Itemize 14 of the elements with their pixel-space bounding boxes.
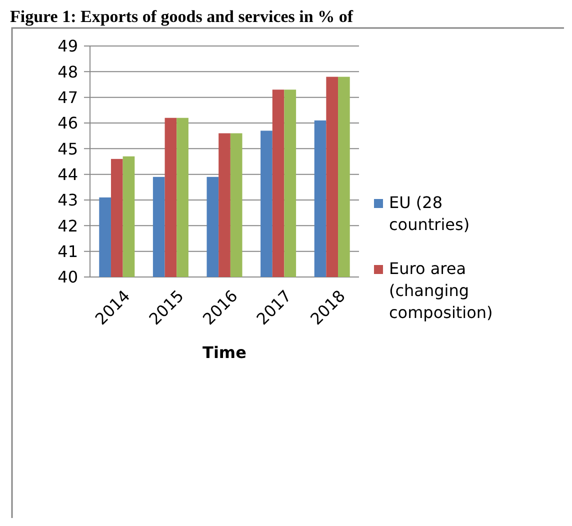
legend-label: EU (28 countries)	[389, 193, 470, 234]
y-tick-label: 40	[58, 268, 78, 287]
y-tick-label: 41	[58, 242, 78, 261]
y-tick-label: 48	[58, 62, 78, 82]
legend-label: Euro area (changing composition)	[389, 259, 493, 322]
y-tick-label: 46	[58, 114, 78, 133]
x-axis-title: Time	[202, 343, 247, 362]
y-tick-label: 49	[58, 36, 78, 56]
y-tick-label: 44	[58, 164, 78, 184]
y-tick-label: 47	[58, 88, 78, 107]
y-tick-label: 42	[58, 216, 78, 236]
y-tick-label: 43	[58, 190, 78, 210]
y-tick-label: 45	[58, 139, 78, 158]
chart-title: Figure 1: Exports of goods and services in % of	[10, 7, 354, 26]
